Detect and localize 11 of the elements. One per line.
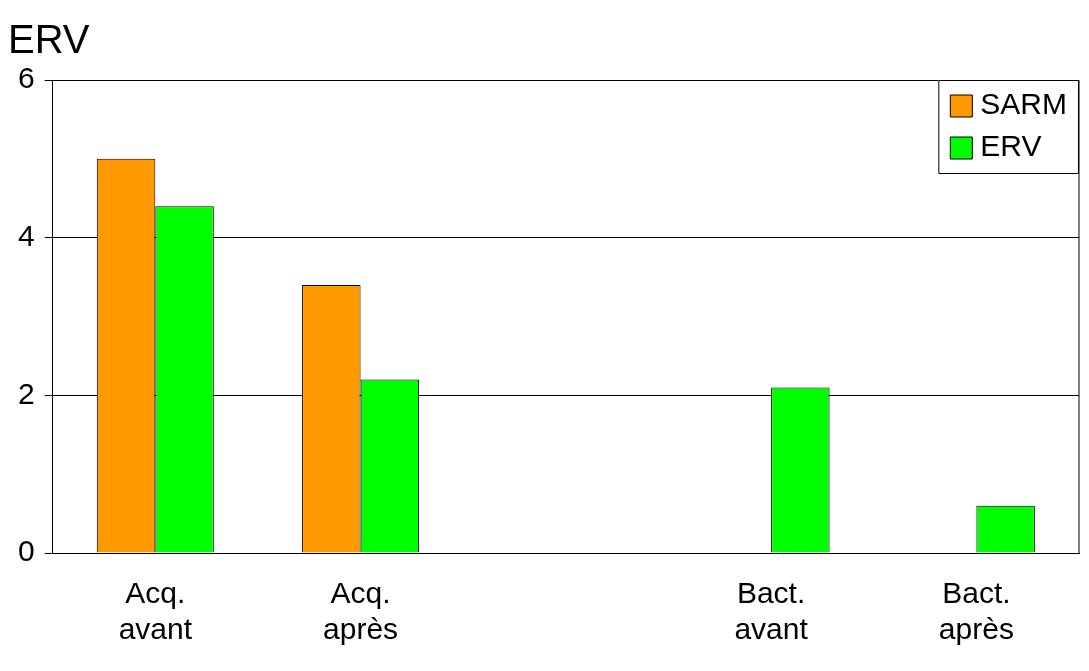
x-tick-label: Acq. après [323, 576, 399, 646]
y-tick-label: 6 [18, 61, 35, 95]
legend-label: ERV [980, 129, 1042, 163]
y-tick-label: 4 [18, 218, 35, 252]
y-tick-label: 0 [18, 534, 35, 568]
x-tick-label: Bact. avant [734, 576, 809, 646]
x-tick-label: Acq. avant [118, 576, 193, 646]
y-tick-label: 2 [18, 376, 35, 410]
chart-title: ERV [8, 17, 90, 62]
legend-label: SARM [980, 87, 1068, 121]
x-tick-label: Bact. après [938, 576, 1014, 646]
